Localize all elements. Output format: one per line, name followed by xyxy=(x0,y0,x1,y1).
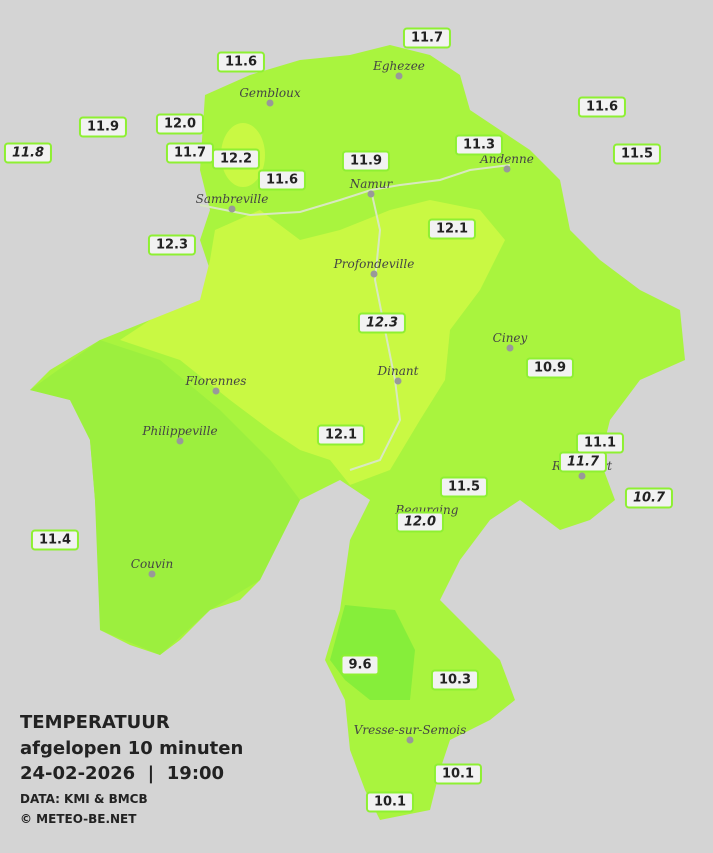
station-temperature: 12.1 xyxy=(427,218,477,240)
city-dot xyxy=(228,205,236,213)
city-dot xyxy=(394,377,402,385)
station-temperature: 11.3 xyxy=(454,134,504,156)
station-temperature: 11.6 xyxy=(257,169,307,191)
city-dot xyxy=(503,165,511,173)
city-name: Gembloux xyxy=(239,86,301,100)
station-temperature: 11.1 xyxy=(575,432,625,454)
city-name: Dinant xyxy=(377,364,419,378)
station-temperature: 11.7 xyxy=(558,451,608,473)
legend-datetime: 24-02-2026 | 19:00 xyxy=(20,763,225,784)
station-temperature: 12.1 xyxy=(316,424,366,446)
station-temperature: 10.9 xyxy=(525,357,575,379)
station-temperature: 11.9 xyxy=(341,150,391,172)
legend-title: TEMPERATUUR xyxy=(20,712,170,733)
city-name: Vresse-sur-Semois xyxy=(353,723,467,737)
station-temperature: 12.0 xyxy=(155,113,205,135)
city-dot xyxy=(176,437,184,445)
city-dot xyxy=(406,736,414,744)
legend-copyright: © METEO-BE.NET xyxy=(20,812,137,826)
station-temperature: 11.5 xyxy=(612,143,662,165)
city-dot xyxy=(506,344,514,352)
river xyxy=(349,189,402,471)
cool-zone xyxy=(30,340,300,655)
city-name: Couvin xyxy=(130,557,174,571)
station-temperature: 12.0 xyxy=(395,511,445,533)
city-dot xyxy=(578,472,586,480)
station-temperature: 11.5 xyxy=(439,476,489,498)
cold-spot xyxy=(330,605,415,700)
city-dot xyxy=(266,99,274,107)
city-name: Namur xyxy=(349,177,393,191)
station-temperature: 11.8 xyxy=(3,142,53,164)
city-name: Florennes xyxy=(185,374,247,388)
city-dot xyxy=(370,270,378,278)
city-name: Profondeville xyxy=(333,257,415,271)
station-temperature: 12.2 xyxy=(211,148,261,170)
station-temperature: 10.7 xyxy=(624,487,674,509)
station-temperature: 11.6 xyxy=(216,51,266,73)
city-dot xyxy=(212,387,220,395)
station-temperature: 10.1 xyxy=(433,763,483,785)
city-name: Sambreville xyxy=(195,192,269,206)
station-temperature: 12.3 xyxy=(357,312,407,334)
warm-zone xyxy=(120,200,505,485)
legend-source: DATA: KMI & BMCB xyxy=(20,792,148,806)
city-name: Philippeville xyxy=(142,424,218,438)
station-temperature: 12.3 xyxy=(147,234,197,256)
station-temperature: 11.7 xyxy=(165,142,215,164)
station-temperature: 10.1 xyxy=(365,791,415,813)
city-dot xyxy=(395,72,403,80)
city-dot xyxy=(367,190,375,198)
city-dot xyxy=(148,570,156,578)
station-temperature: 11.4 xyxy=(30,529,80,551)
station-temperature: 11.9 xyxy=(78,116,128,138)
legend-subtitle: afgelopen 10 minuten xyxy=(20,738,244,759)
city-name: Ciney xyxy=(492,331,528,345)
station-temperature: 10.3 xyxy=(430,669,480,691)
city-name: Andenne xyxy=(480,152,534,166)
station-temperature: 11.6 xyxy=(577,96,627,118)
station-temperature: 9.6 xyxy=(340,654,380,676)
station-temperature: 11.7 xyxy=(402,27,452,49)
city-name: Eghezee xyxy=(373,59,425,73)
